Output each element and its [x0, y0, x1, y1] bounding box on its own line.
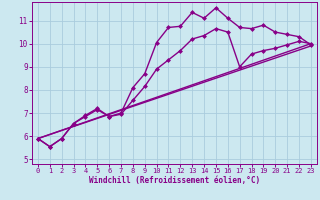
X-axis label: Windchill (Refroidissement éolien,°C): Windchill (Refroidissement éolien,°C)	[89, 176, 260, 185]
